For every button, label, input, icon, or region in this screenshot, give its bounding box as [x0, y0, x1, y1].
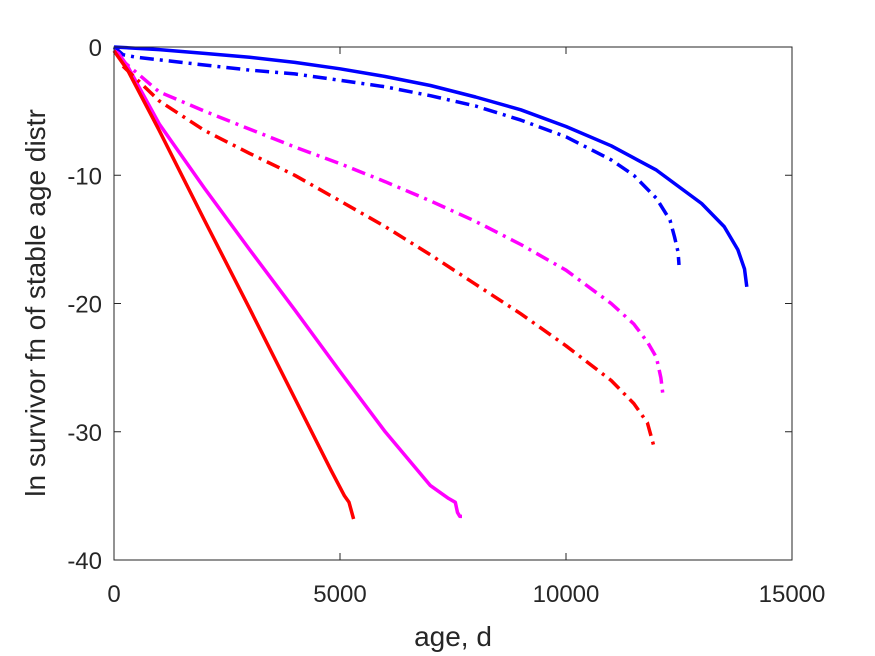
y-tick-label: -10	[67, 163, 102, 190]
y-tick-label: 0	[89, 35, 102, 62]
series-line-4	[117, 55, 665, 398]
x-tick-label: 0	[107, 581, 120, 608]
x-axis-label: age, d	[414, 621, 492, 652]
y-tick-label: -20	[67, 292, 102, 319]
x-tick-label: 15000	[759, 581, 826, 608]
series-layer	[112, 45, 749, 520]
x-tick-label: 10000	[533, 581, 600, 608]
y-tick-label: -40	[67, 548, 102, 575]
x-tick-label: 5000	[313, 581, 366, 608]
series-line-1	[113, 45, 749, 288]
y-tick-label: -30	[67, 420, 102, 447]
series-line-3	[113, 49, 462, 519]
y-axis-label: ln survivor fn of stable age distr	[20, 109, 51, 497]
tick-layer: 0 5000 10000 15000 0 -10 -20 -30 -40	[67, 35, 825, 608]
